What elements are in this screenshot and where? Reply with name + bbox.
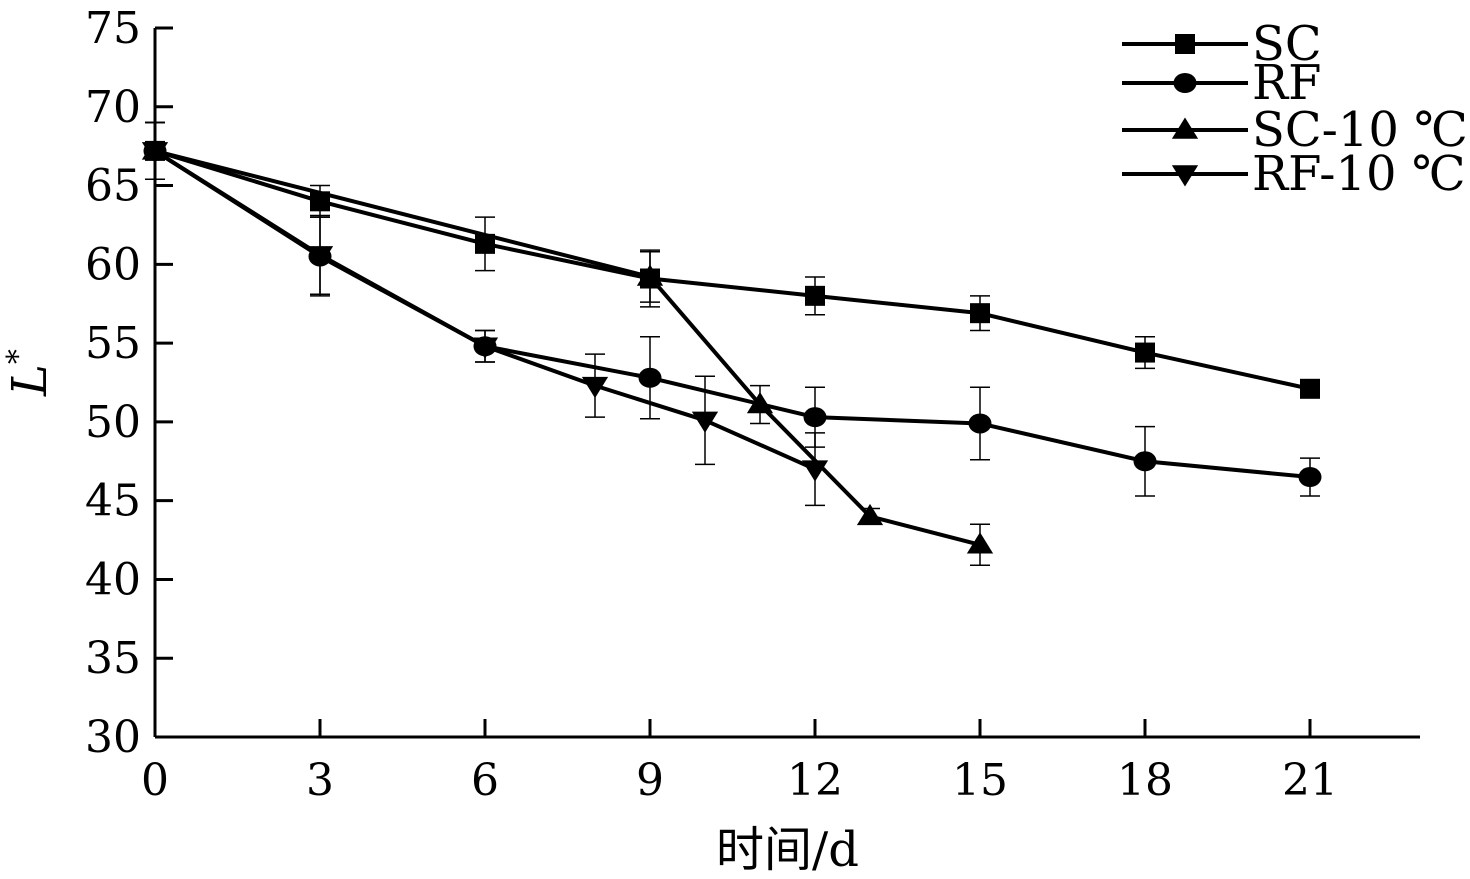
data-point [1300,378,1320,399]
data-point [803,407,827,428]
legend-label-0: SC [1252,16,1322,72]
data-point [968,413,992,434]
data-point [636,264,664,286]
x-tick-label: 0 [141,755,169,806]
x-tick-label: 6 [471,755,499,806]
x-axis-title: 时间/d [716,822,859,878]
y-tick-label: 30 [85,712,141,763]
y-tick-label: 65 [85,161,141,212]
data-point [966,532,994,554]
data-point [801,460,829,482]
data-point [581,376,609,399]
data-point [141,142,169,164]
y-tick-label: 45 [85,476,141,527]
data-point [1135,342,1155,363]
data-point [310,191,330,212]
data-point [1298,467,1322,488]
legend-label-1: RF [1252,55,1321,111]
series-line-3 [153,149,816,471]
x-tick-label: 3 [306,755,334,806]
data-point [805,285,825,306]
legend-marker-3 [1171,165,1199,187]
axes: 30 35 40 45 50 55 60 65 70 75 0 3 6 9 12 15 18 21 [85,3,1420,806]
data-point [475,233,495,254]
legend-marker-1 [1173,73,1197,93]
x-tick-label: 21 [1282,755,1338,806]
y-axis-title: L* [1,349,58,397]
x-tick-label: 9 [636,755,664,806]
legend-label-3: RF-10 ℃ [1252,146,1466,202]
x-tick-label: 12 [787,755,843,806]
y-tick-label: 35 [85,633,141,684]
data-point [691,411,719,433]
series-line-2 [154,148,981,547]
data-point [471,337,499,359]
data-point [1133,451,1157,472]
x-tick-label: 15 [952,755,1008,806]
legend-label-2: SC-10 ℃ [1252,102,1468,158]
data-markers [141,138,1322,554]
series-line-0 [154,148,1311,391]
data-point [970,303,990,324]
y-tick-label: 70 [85,82,141,133]
data-point [306,246,334,268]
data-point [856,503,884,526]
legend-marker-0 [1175,34,1195,54]
y-tick-label: 50 [85,397,141,448]
y-tick-label: 60 [85,239,141,290]
data-point [638,367,662,388]
y-axis-title-main: L [2,364,58,397]
y-tick-label: 75 [85,3,141,54]
y-tick-label: 55 [85,318,141,369]
y-tick-label: 40 [85,554,141,605]
data-point [746,392,774,414]
y-axis-title-superscript: * [1,349,36,364]
legend-marker-2 [1171,117,1199,139]
x-tick-label: 18 [1117,755,1173,806]
